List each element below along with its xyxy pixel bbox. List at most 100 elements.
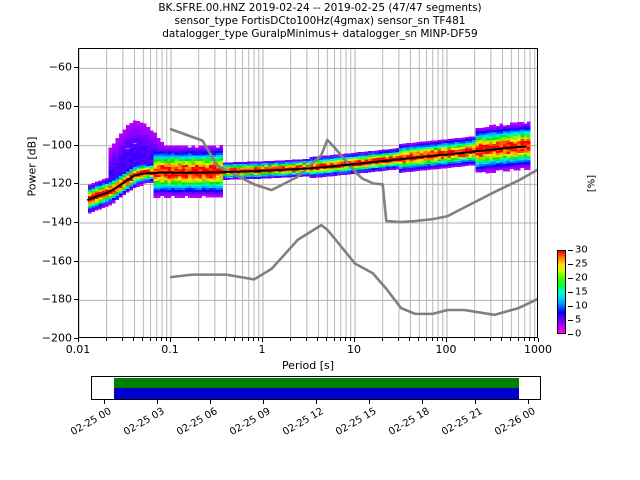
tick-mark <box>197 338 199 341</box>
tick-mark <box>501 338 503 341</box>
noise-model-NLNM <box>169 223 537 317</box>
ppsd-plot-svg <box>79 49 537 337</box>
x-axis-label: Period [s] <box>281 359 335 372</box>
colorbar-tick-mark <box>568 306 573 307</box>
timeline-tick-mark <box>528 400 529 404</box>
tick-mark <box>345 338 347 341</box>
tick-mark <box>74 144 78 146</box>
timeline-tick-mark <box>263 400 264 404</box>
tick-mark <box>74 183 78 185</box>
y-tick-label: −80 <box>48 99 72 113</box>
timeline-date-label: 02-25 18 <box>387 406 432 439</box>
tick-mark <box>333 338 335 341</box>
tick-mark <box>425 338 427 341</box>
tick-mark <box>446 338 447 342</box>
tick-mark <box>326 338 328 341</box>
tick-mark <box>529 338 531 341</box>
tick-mark <box>523 338 525 341</box>
tick-mark <box>74 299 78 301</box>
y-tick-label: −200 <box>41 331 72 345</box>
tick-mark <box>74 67 78 69</box>
tick-mark <box>305 338 307 341</box>
tick-mark <box>149 338 151 341</box>
timeline-date-label: 02-25 21 <box>440 406 485 439</box>
timeline-date-label: 02-25 15 <box>334 406 379 439</box>
colorbar-tick-mark <box>568 278 573 279</box>
grid-lines <box>79 49 537 337</box>
colorbar-tick-label: 5 <box>575 314 582 326</box>
tick-mark <box>418 338 420 341</box>
timeline-tick-mark <box>104 400 105 404</box>
timeline-date-label: 02-26 00 <box>493 406 538 439</box>
data-coverage-timeline[interactable] <box>91 376 541 400</box>
tick-mark <box>133 338 135 341</box>
tick-mark <box>234 338 236 341</box>
timeline-date-label: 02-25 06 <box>175 406 220 439</box>
x-tick-label: 10 <box>347 343 361 356</box>
coverage-bar-green <box>114 378 519 388</box>
tick-mark <box>381 338 383 341</box>
title-line-2: sensor_type FortisDCto100Hz(4gmax) senso… <box>174 15 466 27</box>
tick-mark <box>289 338 291 341</box>
y-tick-label: −140 <box>41 215 72 229</box>
timeline-date-label: 02-25 12 <box>281 406 326 439</box>
colorbar-tick-mark <box>568 250 573 251</box>
tick-mark <box>431 338 433 341</box>
colorbar-tick-mark <box>568 292 573 293</box>
colorbar-tick-mark <box>568 334 573 335</box>
tick-mark <box>165 338 167 341</box>
tick-mark <box>253 338 255 341</box>
y-tick-label: −180 <box>41 292 72 306</box>
tick-mark <box>339 338 341 341</box>
probability-colorbar[interactable] <box>557 250 566 334</box>
tick-mark <box>247 338 249 341</box>
tick-mark <box>78 338 79 342</box>
ppsd-plot-area[interactable] <box>78 48 538 338</box>
tick-mark <box>397 338 399 341</box>
tick-mark <box>225 338 227 341</box>
mode-curve <box>86 145 526 201</box>
tick-mark <box>121 338 123 341</box>
tick-mark <box>510 338 512 341</box>
tick-mark <box>241 338 243 341</box>
timeline-tick-mark <box>422 400 423 404</box>
tick-mark <box>213 338 215 341</box>
tick-mark <box>533 338 535 341</box>
colorbar-tick-label: 10 <box>575 300 588 312</box>
tick-mark <box>262 338 263 342</box>
y-tick-label: −60 <box>48 60 72 74</box>
x-tick-label: 1 <box>258 343 266 356</box>
y-tick-label: −120 <box>41 176 72 190</box>
x-tick-label: 0.01 <box>65 343 91 356</box>
timeline-tick-mark <box>210 400 211 404</box>
colorbar-tick-mark <box>568 320 573 321</box>
title-line-1: BK.SFRE.00.HNZ 2019-02-24 -- 2019-02-25 … <box>158 2 482 14</box>
colorbar-tick-label: 15 <box>575 286 588 298</box>
colorbar-tick-label: 25 <box>575 258 588 270</box>
tick-mark <box>105 338 107 341</box>
y-tick-label: −100 <box>41 138 72 152</box>
timeline-date-label: 02-25 09 <box>228 406 273 439</box>
noise-model-NHNM <box>169 127 537 224</box>
title-line-3: datalogger_type GuralpMinimus+ datalogge… <box>162 28 478 40</box>
colorbar-tick-label: 30 <box>575 244 588 256</box>
colorbar-tick-mark <box>568 264 573 265</box>
x-tick-label: 100 <box>435 343 457 356</box>
figure-title: BK.SFRE.00.HNZ 2019-02-24 -- 2019-02-25 … <box>0 2 640 41</box>
tick-mark <box>409 338 411 341</box>
tick-mark <box>257 338 259 341</box>
colorbar-tick-label: 20 <box>575 272 588 284</box>
tick-mark <box>161 338 163 341</box>
timeline-tick-mark <box>369 400 370 404</box>
timeline-tick-mark <box>157 400 158 404</box>
tick-mark <box>349 338 351 341</box>
timeline-tick-mark <box>316 400 317 404</box>
y-tick-label: −160 <box>41 254 72 268</box>
tick-mark <box>142 338 144 341</box>
tick-mark <box>74 222 78 223</box>
tick-mark <box>538 338 539 342</box>
colorbar-tick-label: 0 <box>575 328 582 340</box>
y-axis-label: Power [dB] <box>25 136 39 197</box>
tick-mark <box>354 338 355 342</box>
